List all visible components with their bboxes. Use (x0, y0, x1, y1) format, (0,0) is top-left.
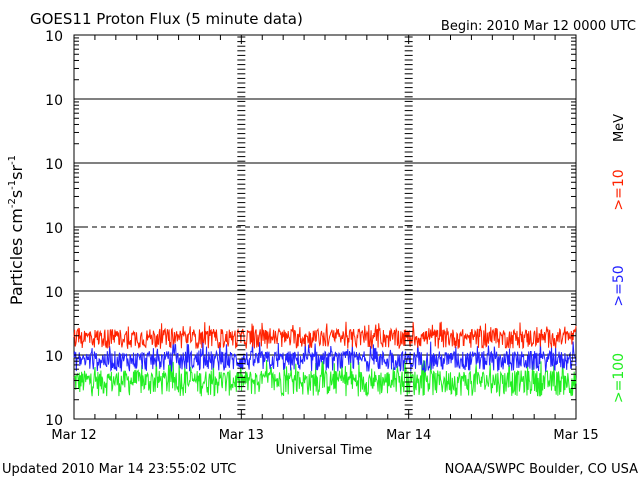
updated-label: Updated 2010 Mar 14 23:55:02 UTC (2, 462, 236, 477)
y-axis-label: Particles cm-2s-1sr-1 (7, 155, 26, 305)
y-label-sup-2: -1 (7, 180, 18, 190)
y-tick-label: 10 (45, 349, 63, 365)
units-label: MeV (612, 114, 627, 142)
y-label-sup-3: -1 (7, 155, 18, 165)
x-axis-ticks: Mar 12 Mar 13 Mar 14 Mar 15 (51, 35, 599, 443)
legend-ge50: >=50 (611, 265, 627, 306)
y-label-sup-1: -2 (7, 198, 18, 208)
series-layer (73, 321, 577, 397)
x-tick-label: Mar 13 (219, 428, 264, 443)
y-tick-label: 10 (45, 29, 63, 45)
x-tick-label: Mar 14 (386, 428, 431, 443)
legend-ge10: >=10 (611, 169, 627, 210)
plot-grid (74, 98, 576, 356)
y-axis-ticks: 10-210-1100101102103104 (45, 29, 576, 429)
y-tick-label: 10 (45, 413, 63, 429)
y-label-part-1: Particles cm (7, 208, 26, 305)
y-tick-label: 10 (45, 285, 63, 301)
x-tick-label: Mar 12 (51, 428, 96, 443)
begin-label: Begin: 2010 Mar 12 0000 UTC (441, 19, 636, 34)
chart-title: GOES11 Proton Flux (5 minute data) (30, 10, 303, 28)
x-tick-label: Mar 15 (553, 428, 598, 443)
credit-label: NOAA/SWPC Boulder, CO USA (445, 462, 638, 477)
series-line-ge50 (73, 340, 577, 373)
series-line-ge100 (73, 359, 577, 397)
y-label-part-3: sr (7, 165, 26, 180)
y-tick-label: 10 (45, 157, 63, 173)
series-line-ge10 (73, 321, 577, 350)
legend-ge100: >=100 (611, 353, 627, 403)
y-tick-label: 10 (45, 93, 63, 109)
x-axis-label: Universal Time (276, 443, 373, 458)
y-tick-label: 10 (45, 221, 63, 237)
y-label-part-2: s (7, 190, 26, 198)
